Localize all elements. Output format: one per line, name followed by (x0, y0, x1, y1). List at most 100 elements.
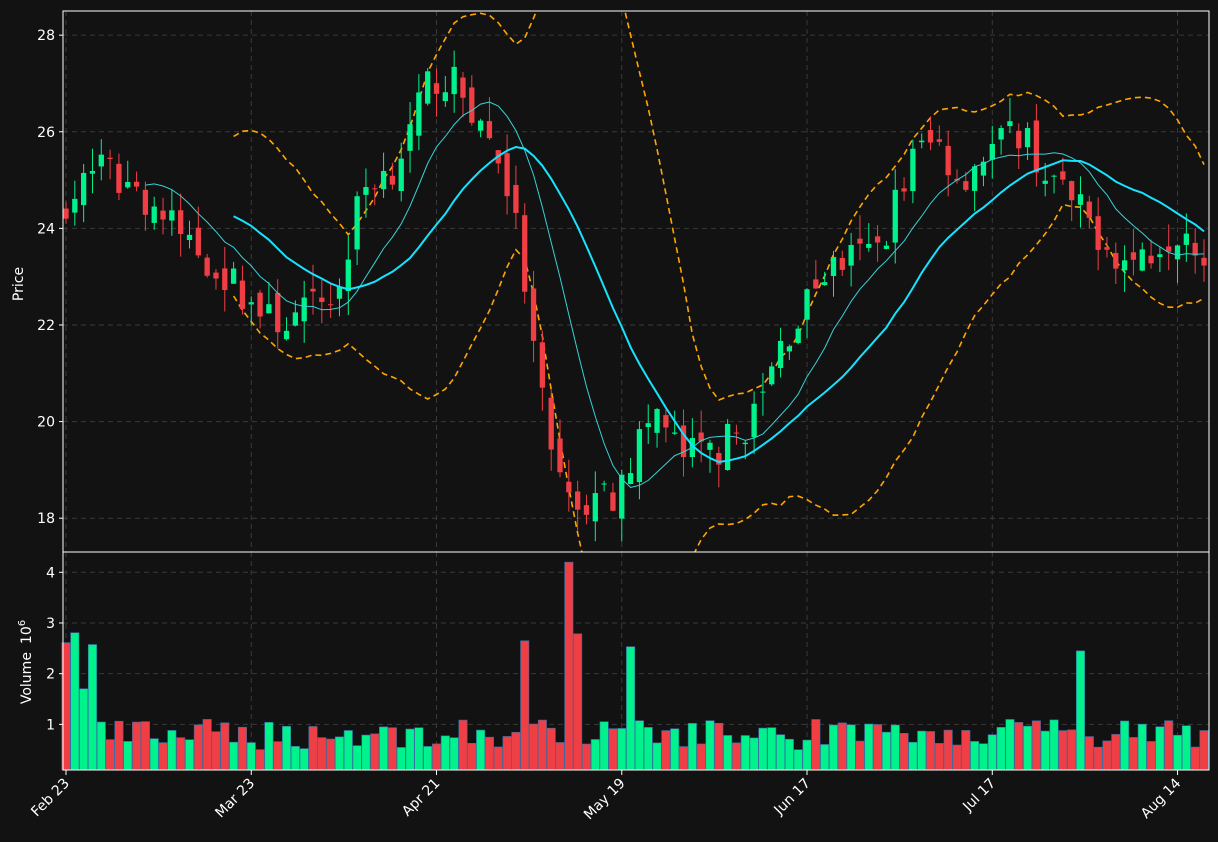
volume-bar (1067, 729, 1077, 771)
volume-bar (555, 742, 565, 771)
volume-gridlines (63, 552, 1209, 770)
candle-body (1148, 255, 1154, 264)
candle-body (345, 259, 351, 292)
candle-body (178, 210, 184, 234)
volume-bar (1093, 746, 1103, 771)
candle-body (707, 442, 713, 450)
candle-body (1139, 249, 1145, 271)
volume-bar (493, 746, 503, 771)
candle-body (566, 481, 572, 493)
volume-bar (581, 743, 591, 771)
volume-bar (723, 735, 733, 771)
volume-bar (961, 730, 971, 771)
volume-bar (290, 746, 300, 771)
candle-body (760, 391, 766, 393)
candle-body (1174, 245, 1181, 260)
candle-body (398, 158, 404, 192)
candle-body (107, 157, 113, 159)
candle-body (336, 286, 343, 299)
candle-body (663, 415, 669, 428)
volume-bar (970, 741, 980, 771)
volume-tick-label: 4 (46, 565, 55, 581)
candle-body (1042, 180, 1048, 184)
volume-bar (343, 730, 353, 771)
volume-bar (776, 734, 786, 771)
candle-body (971, 166, 978, 191)
candle-body (283, 330, 290, 340)
volume-bar (749, 737, 759, 771)
volume-bar (1005, 719, 1015, 771)
candle-body (266, 304, 272, 314)
candle-body (963, 181, 969, 190)
candle-body (848, 244, 854, 266)
candle-body (372, 188, 378, 190)
candle-body (936, 139, 942, 142)
volume-bar (1128, 737, 1138, 771)
price-y-ticks: 18 20 22 24 26 28 (37, 28, 63, 527)
candle-body (575, 491, 581, 510)
candle-body (989, 144, 995, 160)
volume-bar (978, 743, 988, 771)
candle-body (213, 272, 219, 279)
candle-body (919, 140, 925, 143)
volume-axis-label: Volume 106 (17, 620, 35, 704)
volume-bar (1102, 740, 1112, 771)
volume-bar (696, 743, 706, 771)
volume-bar (802, 739, 812, 771)
volume-bar (537, 719, 547, 771)
volume-bar (811, 719, 821, 771)
candle-body (548, 397, 554, 450)
volume-bar (1190, 746, 1200, 771)
volume-bar (211, 731, 221, 771)
candle-body (469, 87, 475, 123)
candle-body (477, 120, 484, 131)
volume-bar (317, 737, 327, 771)
volume-bar (264, 722, 274, 771)
volume-bar (414, 727, 424, 771)
candle-body (98, 154, 104, 167)
volume-bar (458, 719, 468, 771)
candle-body (998, 128, 1004, 140)
volume-bar (617, 728, 627, 771)
volume-bar (79, 688, 89, 771)
volume-bar (767, 727, 777, 771)
candle-body (89, 170, 96, 174)
candle-body (1183, 233, 1190, 245)
volume-bar (96, 721, 106, 771)
volume-bar (643, 727, 653, 771)
candle-body (116, 163, 122, 193)
volume-bar (626, 646, 636, 771)
volume-tick-label: 1 (46, 717, 55, 733)
price-tick-label: 22 (37, 318, 55, 334)
x-tick-label: May 19 (581, 776, 629, 824)
volume-bar (1155, 726, 1165, 771)
candle-body (698, 432, 704, 442)
volume-bar (158, 742, 168, 771)
candle-body (522, 215, 528, 292)
candle-body (1095, 216, 1101, 250)
volume-bar (793, 749, 803, 771)
candle-body (1060, 171, 1066, 180)
moving-average-slow-line (233, 145, 1205, 464)
price-axis-label: Price (11, 267, 27, 301)
volume-bar (467, 743, 477, 771)
candle-body (160, 210, 166, 220)
volume-bar (326, 738, 336, 771)
candle-body (204, 257, 210, 276)
candle-body (80, 172, 87, 206)
x-tick-label: Apr 21 (399, 776, 443, 820)
volume-tick-label: 2 (46, 667, 55, 683)
candle-body (822, 282, 828, 286)
candle-body (133, 181, 140, 187)
candle-body (1016, 130, 1022, 149)
volume-bar (352, 745, 362, 771)
volume-bar (140, 721, 150, 771)
volume-bar (1173, 734, 1183, 771)
candle-body (239, 280, 246, 309)
lower-band-line (232, 203, 1205, 552)
volume-bar (573, 633, 583, 771)
volume-bar (1084, 736, 1094, 771)
candle-body (151, 206, 157, 223)
volume-bar (908, 741, 918, 771)
volume-bar (679, 746, 689, 771)
